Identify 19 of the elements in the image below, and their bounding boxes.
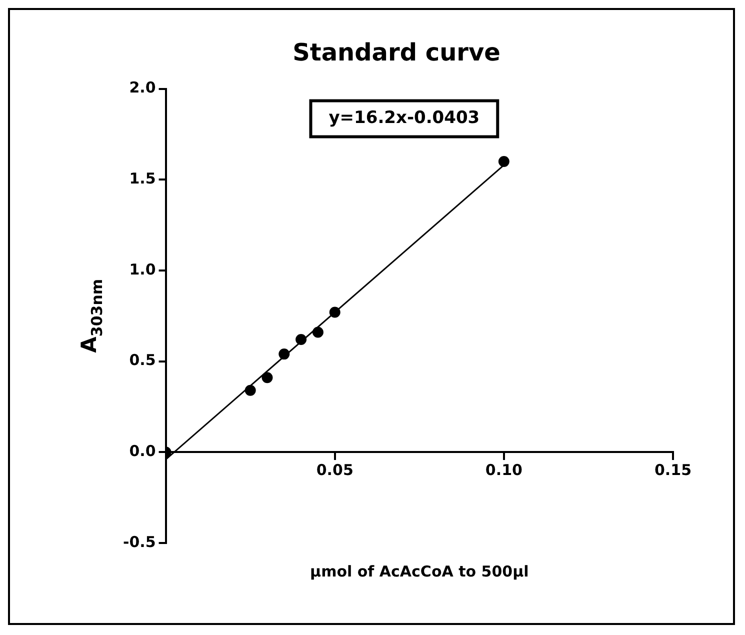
y-tick-label: 1.5 [129, 170, 156, 188]
chart-title: Standard curve [292, 38, 500, 67]
y-tick-label: 0.5 [129, 351, 156, 370]
point [329, 306, 340, 318]
point [278, 348, 290, 360]
x-tick-label: 0.10 [485, 461, 522, 480]
y-tick-label: 0.0 [129, 442, 156, 460]
point [244, 384, 256, 396]
point [262, 372, 273, 384]
x-tick-label: 0.05 [316, 461, 354, 480]
y-tick-label: 2.0 [129, 78, 156, 97]
point [296, 334, 307, 346]
x-tick-label: 0.15 [654, 461, 692, 480]
point [312, 326, 324, 338]
y-axis-title: A303nm [76, 278, 106, 353]
annotation: y=16.2x-0.0403 [328, 108, 480, 128]
y-tick-label: 1.0 [129, 260, 156, 278]
y-tick-label: -0.5 [122, 532, 156, 551]
point [498, 156, 510, 167]
